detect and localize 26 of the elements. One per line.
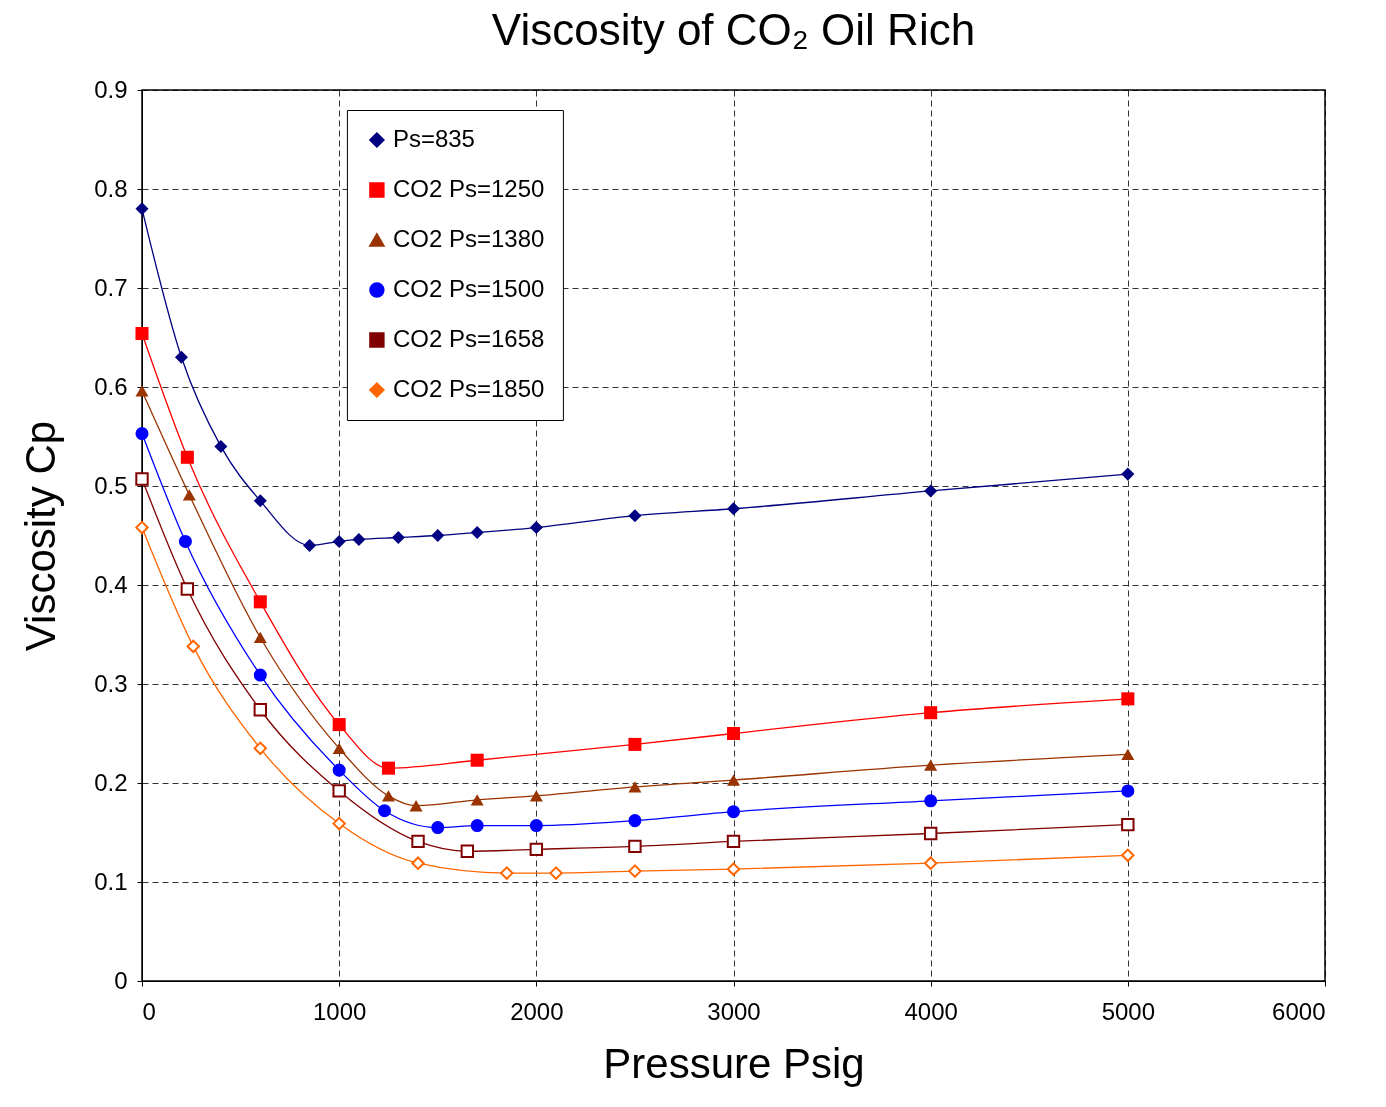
x-tick-label: 6000 — [1272, 997, 1326, 1025]
x-tick-label: 5000 — [1101, 997, 1156, 1025]
x-tick-label: 2000 — [510, 997, 564, 1025]
y-tick-label: 0.3 — [94, 669, 128, 697]
x-tick-label: 3000 — [707, 997, 761, 1025]
y-tick-label: 0 — [114, 966, 128, 994]
y-tick-label: 0.2 — [94, 768, 128, 796]
y-axis-title: Viscosity Cp — [17, 420, 65, 652]
x-tick-label: 4000 — [904, 997, 958, 1025]
y-tick-label: 0.4 — [94, 570, 128, 598]
legend-label: CO2 Ps=1850 — [392, 375, 545, 402]
legend-label: CO2 Ps=1380 — [392, 225, 545, 252]
y-tick-label: 0.5 — [94, 471, 128, 499]
x-tick-label: 0 — [142, 997, 156, 1025]
legend-label: CO2 Ps=1250 — [392, 175, 545, 202]
legend-label: CO2 Ps=1658 — [392, 325, 545, 352]
legend-label: CO2 Ps=1500 — [392, 275, 545, 302]
chart-title: Viscosity of CO₂ Oil Rich — [491, 5, 976, 54]
y-tick-label: 0.6 — [94, 372, 128, 400]
x-axis-title: Pressure Psig — [603, 1039, 865, 1087]
x-tick-label: 1000 — [312, 997, 367, 1025]
y-tick-label: 0.1 — [94, 867, 128, 895]
y-tick-label: 0.9 — [94, 75, 128, 103]
y-tick-label: 0.8 — [94, 174, 128, 202]
legend-label: Ps=835 — [392, 125, 475, 152]
y-tick-label: 0.7 — [94, 273, 128, 301]
